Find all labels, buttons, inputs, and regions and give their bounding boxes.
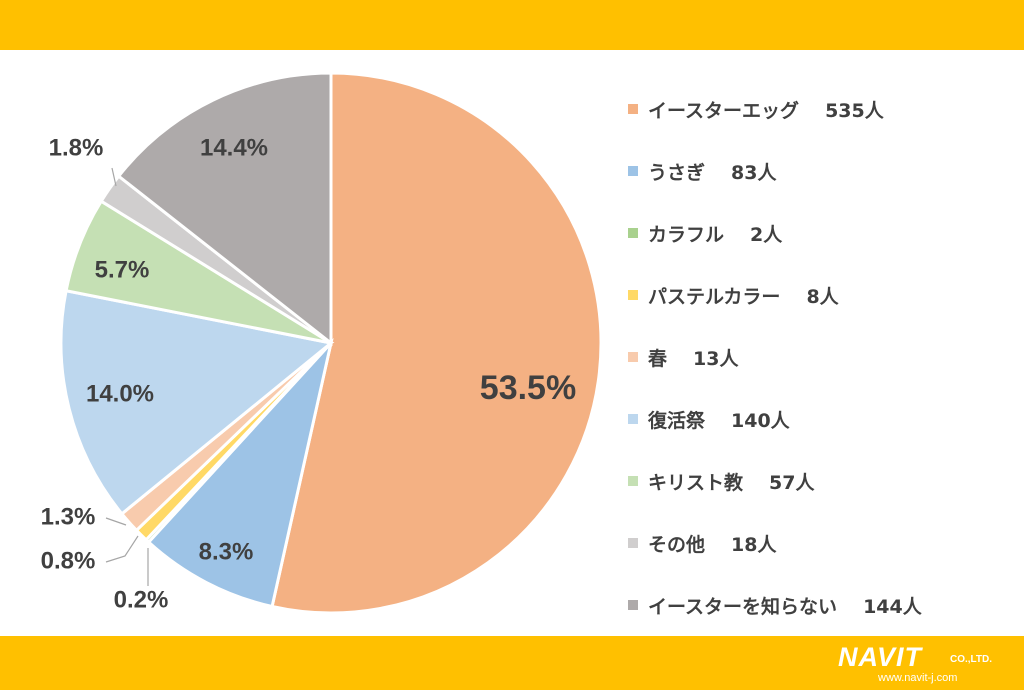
percent-labels: 53.5% 8.3% 0.2% 0.8% 1.3% 14.0% 5.7% 1.8% 14.4% [41,134,577,613]
pie-chart: 53.5% 8.3% 0.2% 0.8% 1.3% 14.0% 5.7% 1.8% 14.4% [41,71,603,615]
logo-wordmark: NAVIT [838,642,922,672]
legend-label: 復活祭 [648,409,706,432]
pie-slice [59,288,335,516]
legend-item: イースターを知らない 144人 [628,574,922,636]
legend-swatch [628,104,638,114]
percent-label: 8.3% [199,538,254,565]
legend-swatch [628,166,638,176]
legend-label: 春 [648,347,668,370]
pie-slice [270,71,603,615]
percent-label: 1.3% [41,503,96,530]
legend-swatch [628,290,638,300]
legend-item: 復活祭 140人 [628,388,922,450]
legend-label: カラフル [648,223,725,246]
percent-label: 14.4% [200,134,268,161]
logo-suffix: CO.,LTD. [950,654,993,665]
legend-count: 535人 [825,99,884,122]
legend-label: パステルカラー [648,285,781,308]
legend-swatch [628,228,638,238]
legend-count: 57人 [769,471,815,494]
legend-count: 2人 [750,223,783,246]
legend-label: その他 [648,533,706,556]
leader-line [105,517,127,526]
legend-swatch [628,538,638,548]
leader-line [105,535,139,563]
legend-item: その他 18人 [628,512,922,574]
legend-count: 8人 [806,285,839,308]
logo-url: www.navit-j.com [878,672,958,684]
legend-count: 140人 [731,409,790,432]
percent-label: 53.5% [480,369,576,407]
chart-legend: イースターエッグ 535人うさぎ 83人カラフル 2人パステルカラー 8人春 13人復活祭… [628,78,922,636]
percent-label: 0.8% [41,547,96,574]
leader-lines [105,167,149,586]
legend-item: 春 13人 [628,326,922,388]
legend-count: 18人 [731,533,777,556]
percent-label: 14.0% [86,380,154,407]
pie-slice [116,71,333,347]
legend-item: キリスト教 57人 [628,450,922,512]
pie-slice [146,337,334,609]
legend-item: パステルカラー 8人 [628,264,922,326]
legend-label: イースターエッグ [648,99,800,122]
legend-label: イースターを知らない [648,595,838,618]
legend-swatch [628,600,638,610]
legend-item: カラフル 2人 [628,202,922,264]
legend-item: うさぎ 83人 [628,140,922,202]
bottom-banner [0,636,1024,690]
pie-slices [59,71,603,615]
legend-item: イースターエッグ 535人 [628,78,922,140]
percent-label: 0.2% [114,586,169,613]
percent-label: 5.7% [95,256,150,283]
top-banner [0,0,1024,50]
company-logo: NAVIT CO.,LTD. www.navit-j.com [838,642,1014,686]
legend-count: 83人 [731,161,777,184]
legend-swatch [628,476,638,486]
legend-swatch [628,352,638,362]
legend-count: 144人 [863,595,922,618]
legend-swatch [628,414,638,424]
leader-line [111,167,117,187]
legend-label: うさぎ [648,161,706,184]
legend-label: キリスト教 [648,471,744,494]
percent-label: 1.8% [49,134,104,161]
legend-count: 13人 [693,347,739,370]
